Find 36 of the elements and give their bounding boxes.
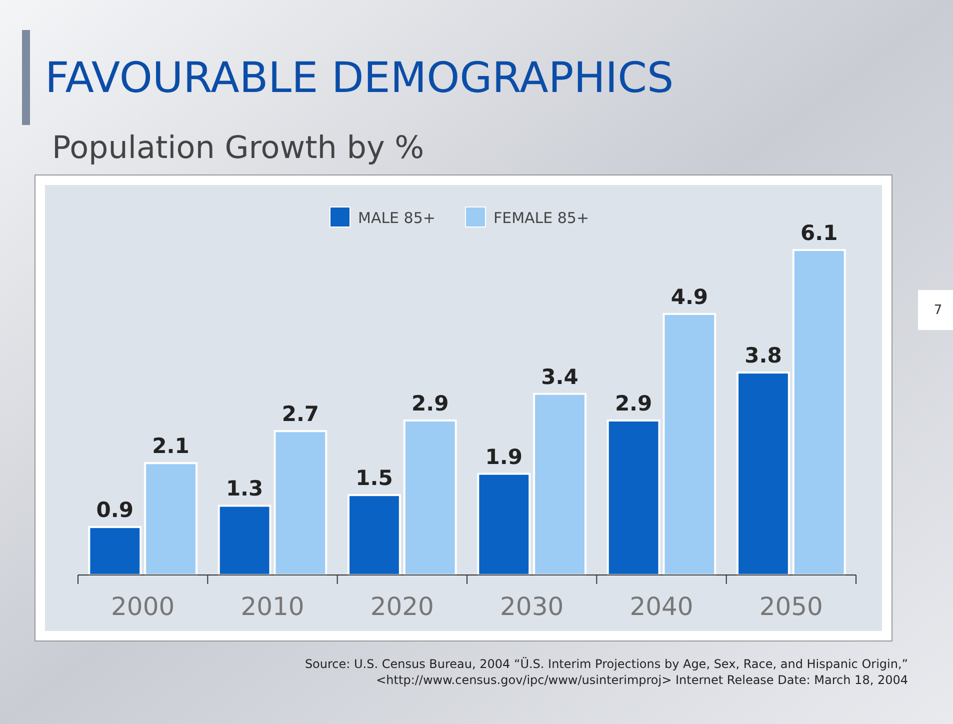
x-tick-label: 2040: [630, 592, 694, 621]
x-tick-label: 2050: [759, 592, 823, 621]
data-label: 2.1: [152, 434, 190, 458]
bar: [533, 392, 586, 576]
bar: [403, 419, 457, 576]
data-label: 6.1: [800, 221, 838, 245]
bar: [792, 249, 846, 576]
x-tick-label: 2030: [500, 592, 564, 621]
data-label: 3.4: [541, 364, 578, 389]
bar: [662, 312, 716, 576]
data-label: 0.9: [96, 498, 134, 522]
x-tick-label: 2020: [370, 592, 434, 621]
chart-subtitle: Population Growth by %: [52, 130, 424, 166]
bar: [274, 430, 328, 576]
data-label: 4.9: [670, 284, 708, 309]
x-tick-label: 2010: [240, 592, 304, 621]
data-label: 1.3: [226, 476, 264, 501]
data-label: 2.7: [282, 402, 320, 426]
legend-label: MALE 85+: [358, 209, 436, 227]
bar: [218, 504, 272, 576]
data-label: 1.5: [356, 466, 393, 490]
bar: [606, 419, 660, 576]
data-label: 2.9: [614, 391, 652, 416]
data-label: 2.9: [412, 391, 449, 416]
source-note: Source: U.S. Census Bureau, 2004 “Ü.S. Interim Projections by Age, Sex, Race, and Hispanic Origin,” <http://www.census.gov/ipc/www/usinterimproj> Internet Release Date: March 18, 2004: [304, 657, 908, 687]
bar: [348, 494, 401, 576]
legend-label: FEMALE 85+: [493, 209, 590, 227]
bar: [88, 526, 142, 576]
data-label: 1.9: [485, 444, 522, 469]
data-label: 3.8: [744, 344, 782, 368]
x-tick-label: 2000: [111, 592, 175, 621]
chart-title: FAVOURABLE DEMOGRAPHICS: [45, 53, 674, 102]
bar: [736, 372, 790, 576]
text: 7: [934, 303, 942, 318]
bar: [144, 462, 198, 576]
bar: [477, 472, 531, 576]
